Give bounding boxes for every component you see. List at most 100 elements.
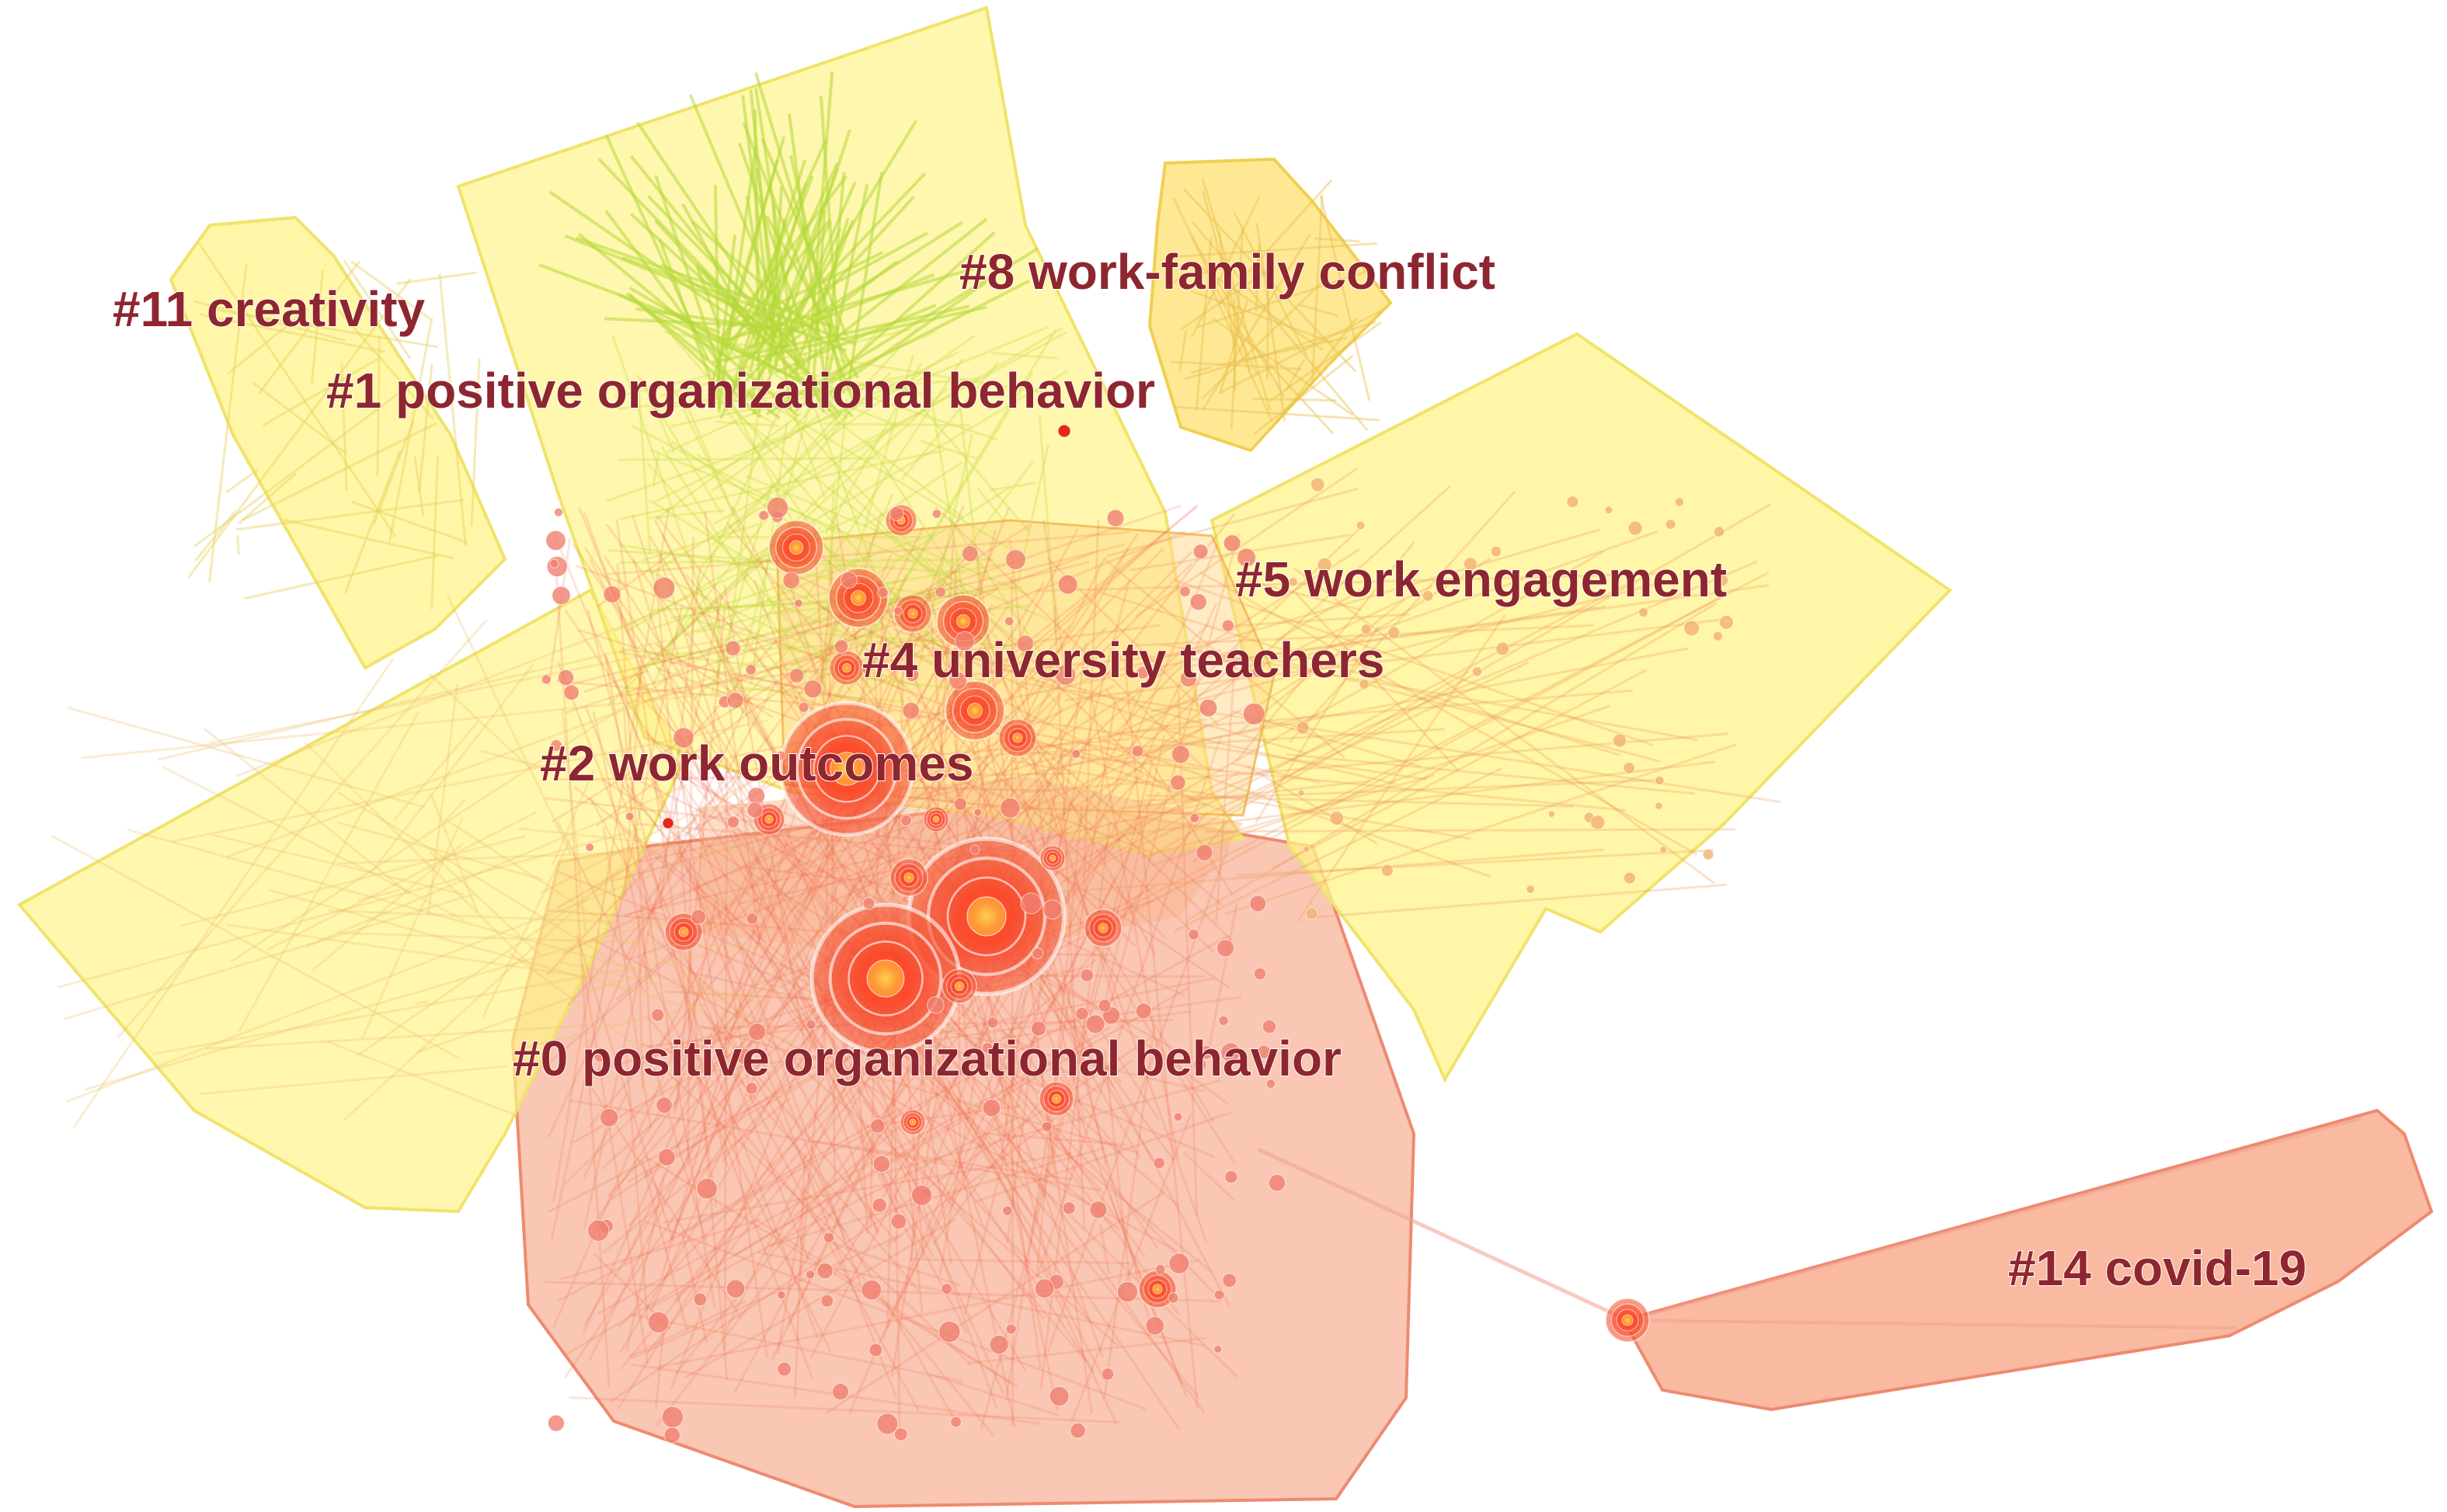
small-node	[938, 1320, 961, 1343]
small-node	[557, 669, 575, 686]
edge-orange	[1049, 528, 1360, 824]
edge-workfamily	[1175, 405, 1380, 422]
edge-red	[763, 558, 1029, 691]
edge-red	[712, 1111, 813, 1379]
edge-red	[704, 511, 761, 945]
edge-red	[689, 971, 1205, 1093]
edge-yellow	[116, 618, 488, 1039]
edge-yellow	[225, 923, 622, 983]
edge-red	[889, 977, 1216, 1044]
small-node	[1627, 520, 1643, 536]
edge-yellow-green	[617, 457, 876, 461]
small-node	[547, 1414, 565, 1432]
edge-yellow-green	[976, 488, 1007, 523]
label-cluster-2: #2 work outcomes	[540, 735, 973, 791]
edge-red	[833, 958, 1032, 1276]
edge-green	[787, 113, 831, 412]
edge-yellow-green	[652, 453, 660, 487]
small-node	[1296, 721, 1310, 735]
edge-red	[1103, 1024, 1156, 1399]
edge-red	[656, 593, 729, 1381]
edge-yellow-green	[653, 351, 808, 685]
small-node	[941, 1283, 953, 1295]
edge-red	[679, 1107, 900, 1235]
small-node	[599, 1107, 619, 1128]
edge-red	[680, 937, 1215, 1159]
edge-green	[576, 236, 840, 331]
edge-red	[666, 1070, 972, 1366]
edge-yellow-green	[827, 398, 848, 582]
edge-red	[594, 605, 1010, 1222]
edge-red	[756, 1218, 1018, 1389]
citation-node	[966, 896, 1007, 937]
small-node	[554, 507, 563, 517]
small-node	[1173, 1112, 1183, 1122]
small-node	[949, 671, 967, 690]
edge-red	[997, 711, 1234, 943]
edge-red	[935, 506, 1203, 767]
edge-red	[707, 996, 1241, 1073]
edge-red	[1098, 1224, 1111, 1275]
edge-yellow	[81, 686, 775, 759]
edge-green	[635, 307, 803, 334]
small-node	[1360, 624, 1372, 635]
small-node	[549, 558, 559, 568]
edge-red	[686, 536, 694, 1166]
edge-red	[582, 858, 797, 1333]
edge-red	[615, 519, 718, 1208]
edge-red	[733, 671, 1135, 766]
edge-red	[783, 812, 943, 873]
edge-red	[681, 1233, 708, 1343]
edge-red	[576, 934, 674, 1239]
edge-workfamily	[1191, 235, 1286, 398]
hull-cluster-8	[1147, 157, 1393, 453]
edge-yellow	[343, 853, 635, 1121]
edge-orange	[1021, 728, 1446, 756]
small-node	[1213, 1344, 1223, 1354]
small-node	[1135, 1003, 1152, 1020]
edge-workfamily	[1311, 194, 1324, 384]
small-node	[696, 1177, 718, 1200]
edge-orange	[1140, 774, 1434, 859]
citation-node	[932, 815, 940, 823]
small-node	[877, 586, 889, 599]
citation-node	[967, 703, 983, 718]
edge-workfamily	[1178, 330, 1188, 372]
edge-red	[801, 1187, 848, 1233]
edge-yellow	[429, 850, 541, 957]
edge-red	[569, 1099, 1101, 1192]
small-node	[1655, 801, 1663, 810]
small-node	[1490, 545, 1502, 558]
edge-red	[835, 515, 952, 1264]
edge-orange	[1018, 718, 1427, 781]
small-node	[1188, 929, 1199, 940]
small-node	[1297, 789, 1305, 797]
edge-yellow-green	[621, 648, 949, 690]
edge-yellow-green	[625, 370, 1069, 634]
edge-yellow	[203, 727, 411, 895]
edge-creativity	[199, 313, 386, 353]
edge-green	[654, 175, 729, 393]
edge-green	[742, 122, 858, 408]
edge-orange	[1246, 579, 1362, 611]
small-node	[745, 664, 757, 676]
edge-yellow-green	[648, 499, 768, 572]
small-node	[816, 1262, 834, 1280]
edge-creativity	[194, 510, 237, 561]
edge-red	[663, 1152, 1072, 1224]
small-node	[870, 1118, 886, 1134]
edge-workfamily	[1182, 188, 1357, 373]
edge-creativity	[343, 450, 402, 594]
edge-yellow	[152, 947, 738, 1055]
edge-yellow-green	[741, 385, 1009, 549]
edge-yellow-green	[733, 607, 829, 711]
edge-yellow-green	[660, 373, 743, 398]
edge-yellow	[481, 833, 574, 1019]
edge-green	[719, 218, 832, 356]
citation-node	[1621, 1314, 1634, 1326]
small-node	[1310, 477, 1325, 492]
edge-creativity	[343, 259, 412, 360]
edge-workfamily	[1266, 252, 1270, 380]
edge-yellow	[356, 728, 827, 1057]
citation-node	[909, 1118, 917, 1126]
